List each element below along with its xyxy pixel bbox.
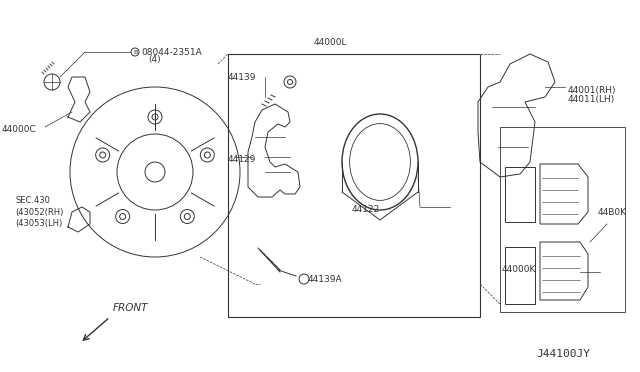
Text: 44011(LH): 44011(LH): [568, 94, 615, 103]
Text: B: B: [133, 49, 137, 55]
Text: 44001(RH): 44001(RH): [568, 86, 616, 94]
Text: 44139A: 44139A: [308, 275, 342, 283]
Bar: [228, 54, 480, 317]
Text: 44122: 44122: [352, 205, 380, 214]
Text: 08044-2351A: 08044-2351A: [141, 48, 202, 57]
Bar: [500, 127, 625, 312]
Text: FRONT: FRONT: [113, 303, 148, 313]
Text: 44000L: 44000L: [313, 38, 347, 46]
Text: (4): (4): [148, 55, 161, 64]
Text: 44000C: 44000C: [2, 125, 36, 134]
Text: 44B0K: 44B0K: [598, 208, 627, 217]
Text: 44139: 44139: [228, 73, 257, 81]
Text: SEC.430
(43052(RH)
(43053(LH): SEC.430 (43052(RH) (43053(LH): [15, 196, 63, 228]
Text: 44129: 44129: [228, 154, 257, 164]
Text: 44000K: 44000K: [502, 264, 536, 273]
Text: J44100JY: J44100JY: [536, 349, 590, 359]
